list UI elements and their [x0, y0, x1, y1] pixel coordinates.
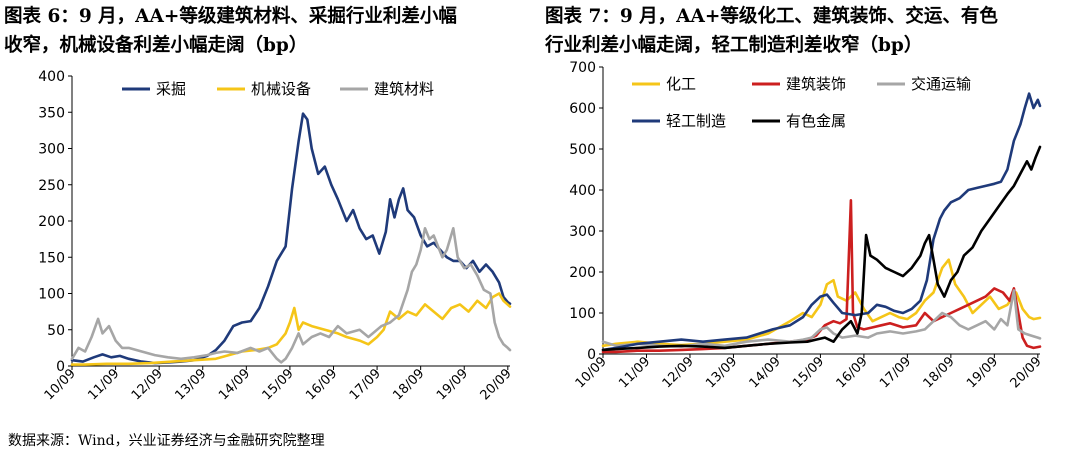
y-tick-label: 400 — [569, 183, 596, 199]
x-tick-label: 15/09 — [790, 354, 827, 391]
y-tick-label: 200 — [38, 214, 65, 230]
y-tick-label: 50 — [47, 323, 65, 339]
x-tick-label: 17/09 — [877, 354, 914, 391]
y-tick-label: 150 — [38, 250, 65, 266]
y-tick-label: 250 — [38, 178, 65, 194]
x-tick-label: 11/09 — [85, 366, 122, 403]
y-tick-label: 600 — [569, 101, 596, 117]
x-tick-label: 19/09 — [434, 366, 471, 403]
left-chart-title: 图表 6：9 月，AA+等级建筑材料、采掘行业利差小幅 收窄，机械设备利差小幅走… — [4, 2, 534, 60]
x-tick-label: 20/09 — [478, 366, 515, 403]
y-tick-label: 0 — [587, 347, 596, 363]
y-tick-label: 100 — [569, 306, 596, 322]
y-tick-label: 100 — [38, 287, 65, 303]
x-tick-label: 16/09 — [303, 366, 340, 403]
legend-label: 机械设备 — [251, 80, 311, 98]
left-chart-title-line1: 图表 6：9 月，AA+等级建筑材料、采掘行业利差小幅 — [4, 6, 457, 27]
series-line-3 — [70, 227, 512, 364]
x-tick-label: 18/09 — [921, 354, 958, 391]
legend-label: 交通运输 — [911, 75, 971, 93]
legend-label: 建筑材料 — [374, 80, 434, 98]
x-tick-label: 14/09 — [747, 354, 784, 391]
legend-label: 有色金属 — [786, 112, 846, 130]
series-line-3 — [601, 289, 1042, 348]
x-tick-label: 12/09 — [129, 366, 166, 403]
legend-label: 化工 — [666, 75, 696, 93]
y-tick-label: 300 — [38, 142, 65, 158]
x-tick-label: 19/09 — [964, 354, 1001, 391]
series-line-1 — [70, 112, 512, 365]
y-tick-label: 0 — [56, 359, 65, 375]
y-tick-label: 300 — [569, 224, 596, 240]
left-chart-title-line2: 收窄，机械设备利差小幅走阔（bp） — [4, 35, 308, 56]
x-tick-label: 17/09 — [347, 366, 384, 403]
y-tick-label: 500 — [569, 142, 596, 158]
y-tick-label: 200 — [569, 265, 596, 281]
y-tick-label: 350 — [38, 105, 65, 121]
series-line-1 — [601, 258, 1042, 348]
legend-label: 采掘 — [156, 80, 186, 98]
right-chart-title-line1: 图表 7：9 月，AA+等级化工、建筑装饰、交运、有色 — [545, 6, 998, 27]
x-tick-label: 14/09 — [216, 366, 253, 403]
x-tick-label: 20/09 — [1008, 354, 1045, 391]
x-tick-label: 13/09 — [703, 354, 740, 391]
x-tick-label: 15/09 — [260, 366, 297, 403]
y-tick-label: 400 — [38, 69, 65, 85]
series-line-4 — [601, 92, 1042, 352]
series-line-2 — [70, 292, 512, 366]
series-line-5 — [601, 145, 1042, 352]
right-chart-title: 图表 7：9 月，AA+等级化工、建筑装饰、交运、有色 行业利差小幅走阔，轻工制… — [545, 2, 1080, 60]
legend-label: 轻工制造 — [666, 112, 726, 130]
x-tick-label: 16/09 — [834, 354, 871, 391]
x-tick-label: 13/09 — [172, 366, 209, 403]
x-tick-label: 11/09 — [616, 354, 653, 391]
source-note: 数据来源：Wind，兴业证券经济与金融研究院整理 — [8, 433, 325, 449]
x-tick-label: 18/09 — [390, 366, 427, 403]
x-tick-label: 12/09 — [660, 354, 697, 391]
right-chart-title-line2: 行业利差小幅走阔，轻工制造利差收窄（bp） — [545, 35, 923, 56]
legend-label: 建筑装饰 — [786, 75, 846, 93]
y-tick-label: 700 — [569, 60, 596, 76]
